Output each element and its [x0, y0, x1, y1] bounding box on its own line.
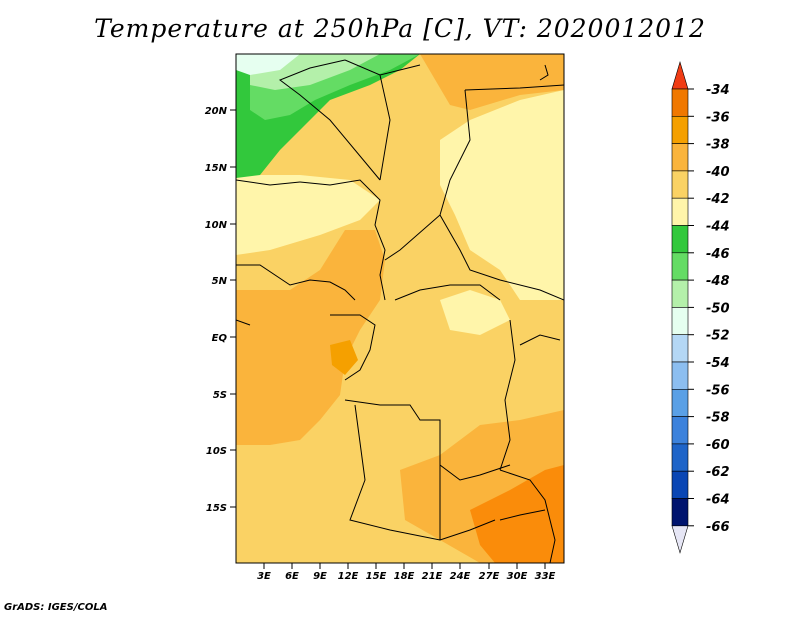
- colorbar-label: -60: [706, 438, 730, 453]
- colorbar-swatch: [671, 416, 689, 445]
- colorbar-swatch: [671, 88, 689, 117]
- lat-tick-10s: 10S: [206, 446, 236, 457]
- colorbar-swatch: [671, 334, 689, 363]
- lon-tick-33e: 33E: [535, 563, 556, 582]
- colorbar-label: -52: [706, 329, 730, 344]
- colorbar-swatch: [671, 279, 689, 308]
- lon-label: 21E: [422, 571, 443, 582]
- lon-label: 24E: [450, 571, 471, 582]
- lat-label: 5S: [213, 390, 227, 401]
- colorbar-label: -64: [706, 493, 730, 508]
- colorbar-swatch: [671, 307, 689, 335]
- map-frame: [235, 53, 565, 564]
- lat-tick-5s: 5S: [213, 390, 236, 401]
- field-orange-west: [236, 230, 385, 445]
- lon-tick-21e: 21E: [422, 563, 443, 582]
- colorbar-label: -50: [706, 301, 730, 316]
- colorbar-swatch: [671, 443, 689, 472]
- lat-label: 10S: [206, 446, 227, 457]
- lon-tick-15e: 15E: [366, 563, 387, 582]
- lat-label: 10N: [205, 220, 228, 231]
- colorbar-swatch: [671, 361, 689, 390]
- colorbar-label: -48: [706, 274, 730, 289]
- colorbar-swatch: [671, 470, 689, 499]
- field-cyan-nw: [236, 54, 300, 75]
- colorbar-label: -38: [706, 138, 730, 153]
- colorbar-label: -62: [706, 465, 730, 480]
- lon-label: 18E: [394, 571, 415, 582]
- lon-tick-9e: 9E: [313, 563, 327, 582]
- lon-tick-18e: 18E: [394, 563, 415, 582]
- temperature-field: [235, 53, 565, 564]
- colorbar-label: -40: [706, 165, 730, 180]
- field-pale-west: [236, 175, 380, 255]
- colorbar-swatch: [671, 197, 689, 226]
- colorbar-label: -58: [706, 411, 730, 426]
- lon-tick-12e: 12E: [338, 563, 359, 582]
- lon-label: 12E: [338, 571, 359, 582]
- lon-tick-6e: 6E: [285, 563, 299, 582]
- lon-tick-24e: 24E: [450, 563, 471, 582]
- colorbar-swatch: [671, 498, 689, 527]
- colorbar-swatch: [671, 388, 689, 417]
- colorbar-swatch: [671, 116, 689, 144]
- field-pale-ne: [440, 90, 564, 300]
- lon-label: 30E: [507, 571, 528, 582]
- lat-axis: 20N 15N 10N 5N EQ 5S 10S 15S: [205, 106, 236, 514]
- colorbar-swatch: [671, 143, 689, 172]
- lon-tick-27e: 27E: [479, 563, 500, 582]
- country-borders: [236, 59, 564, 563]
- colorbar-label: -44: [706, 220, 730, 235]
- lat-tick-10n: 10N: [205, 220, 236, 231]
- colorbar-label: -66: [706, 520, 730, 535]
- colorbar-swatch: [671, 170, 689, 199]
- colorbar-label: -54: [706, 356, 730, 371]
- colorbar-label: -56: [706, 383, 730, 398]
- lon-tick-30e: 30E: [507, 563, 528, 582]
- field-orange-ne: [420, 54, 564, 110]
- field-darkorange-se: [470, 465, 564, 563]
- colorbar-label: -42: [706, 192, 730, 207]
- lat-tick-20n: 20N: [205, 106, 236, 117]
- lat-label: 5N: [212, 276, 228, 287]
- lat-label: 15N: [205, 163, 228, 174]
- lat-tick-eq: EQ: [212, 333, 236, 344]
- lat-label: 15S: [206, 503, 227, 514]
- lon-label: 3E: [257, 571, 271, 582]
- lon-label: 6E: [285, 571, 299, 582]
- map-title: Temperature at 250hPa [C], VT: 202001201…: [94, 14, 706, 43]
- colorbar-swatch: [671, 225, 689, 254]
- grads-credit: GrADS: IGES/COLA: [4, 602, 108, 613]
- lat-tick-15s: 15S: [206, 503, 236, 514]
- lon-tick-3e: 3E: [257, 563, 271, 582]
- lat-label: EQ: [212, 333, 228, 344]
- colorbar: -34 -36 -38 -40 -42 -44 -46 -48 -50 -52 -54 -56 -58 -…: [671, 60, 730, 554]
- lon-label: 33E: [535, 571, 556, 582]
- colorbar-top-arrow: [671, 60, 689, 90]
- colorbar-swatch: [671, 252, 689, 281]
- lon-label: 9E: [313, 571, 327, 582]
- colorbar-label: -34: [706, 83, 730, 98]
- colorbar-bottom-arrow: [671, 525, 689, 554]
- lat-tick-5n: 5N: [212, 276, 236, 287]
- lon-label: 15E: [366, 571, 387, 582]
- colorbar-label: -36: [706, 110, 730, 125]
- colorbar-label: -46: [706, 247, 730, 262]
- field-orange-spot: [330, 340, 358, 375]
- lon-axis: 3E 6E 9E 12E 15E 18E 21E 24E 27E 30E 33E: [257, 563, 556, 582]
- field-pale-central: [440, 290, 510, 335]
- lat-label: 20N: [205, 106, 228, 117]
- lon-label: 27E: [479, 571, 500, 582]
- lat-tick-15n: 15N: [205, 163, 236, 174]
